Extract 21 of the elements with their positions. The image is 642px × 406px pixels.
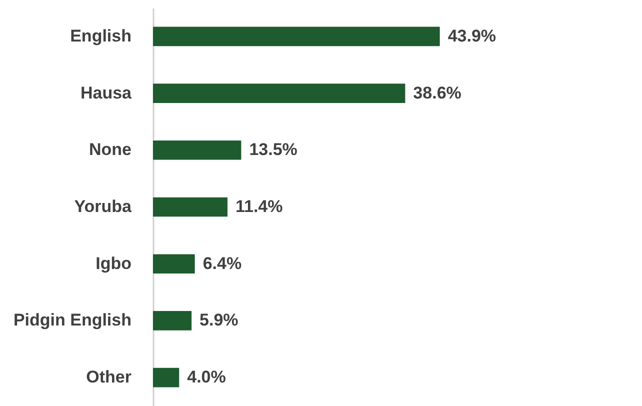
bar bbox=[153, 311, 192, 330]
y-tick-label: Hausa bbox=[80, 83, 132, 102]
bar bbox=[153, 84, 406, 103]
data-label: 13.5% bbox=[249, 140, 298, 160]
y-tick-label: Yoruba bbox=[74, 197, 132, 216]
y-tick-label: None bbox=[89, 140, 132, 160]
y-tick-label: Pidgin English bbox=[13, 310, 132, 330]
data-label: 6.4% bbox=[202, 254, 242, 273]
data-label: 43.9% bbox=[448, 26, 496, 46]
data-label: 4.0% bbox=[187, 368, 226, 387]
bar bbox=[153, 197, 228, 217]
data-label: 5.9% bbox=[200, 310, 238, 330]
data-label: 38.6% bbox=[413, 83, 462, 102]
bar bbox=[153, 254, 195, 274]
y-tick-label: Igbo bbox=[96, 254, 132, 273]
bar bbox=[153, 368, 180, 388]
y-tick-label: Other bbox=[86, 368, 132, 387]
data-label: 11.4% bbox=[235, 197, 283, 216]
bar bbox=[153, 140, 242, 160]
y-tick-label: English bbox=[70, 26, 132, 46]
bar bbox=[153, 26, 440, 46]
